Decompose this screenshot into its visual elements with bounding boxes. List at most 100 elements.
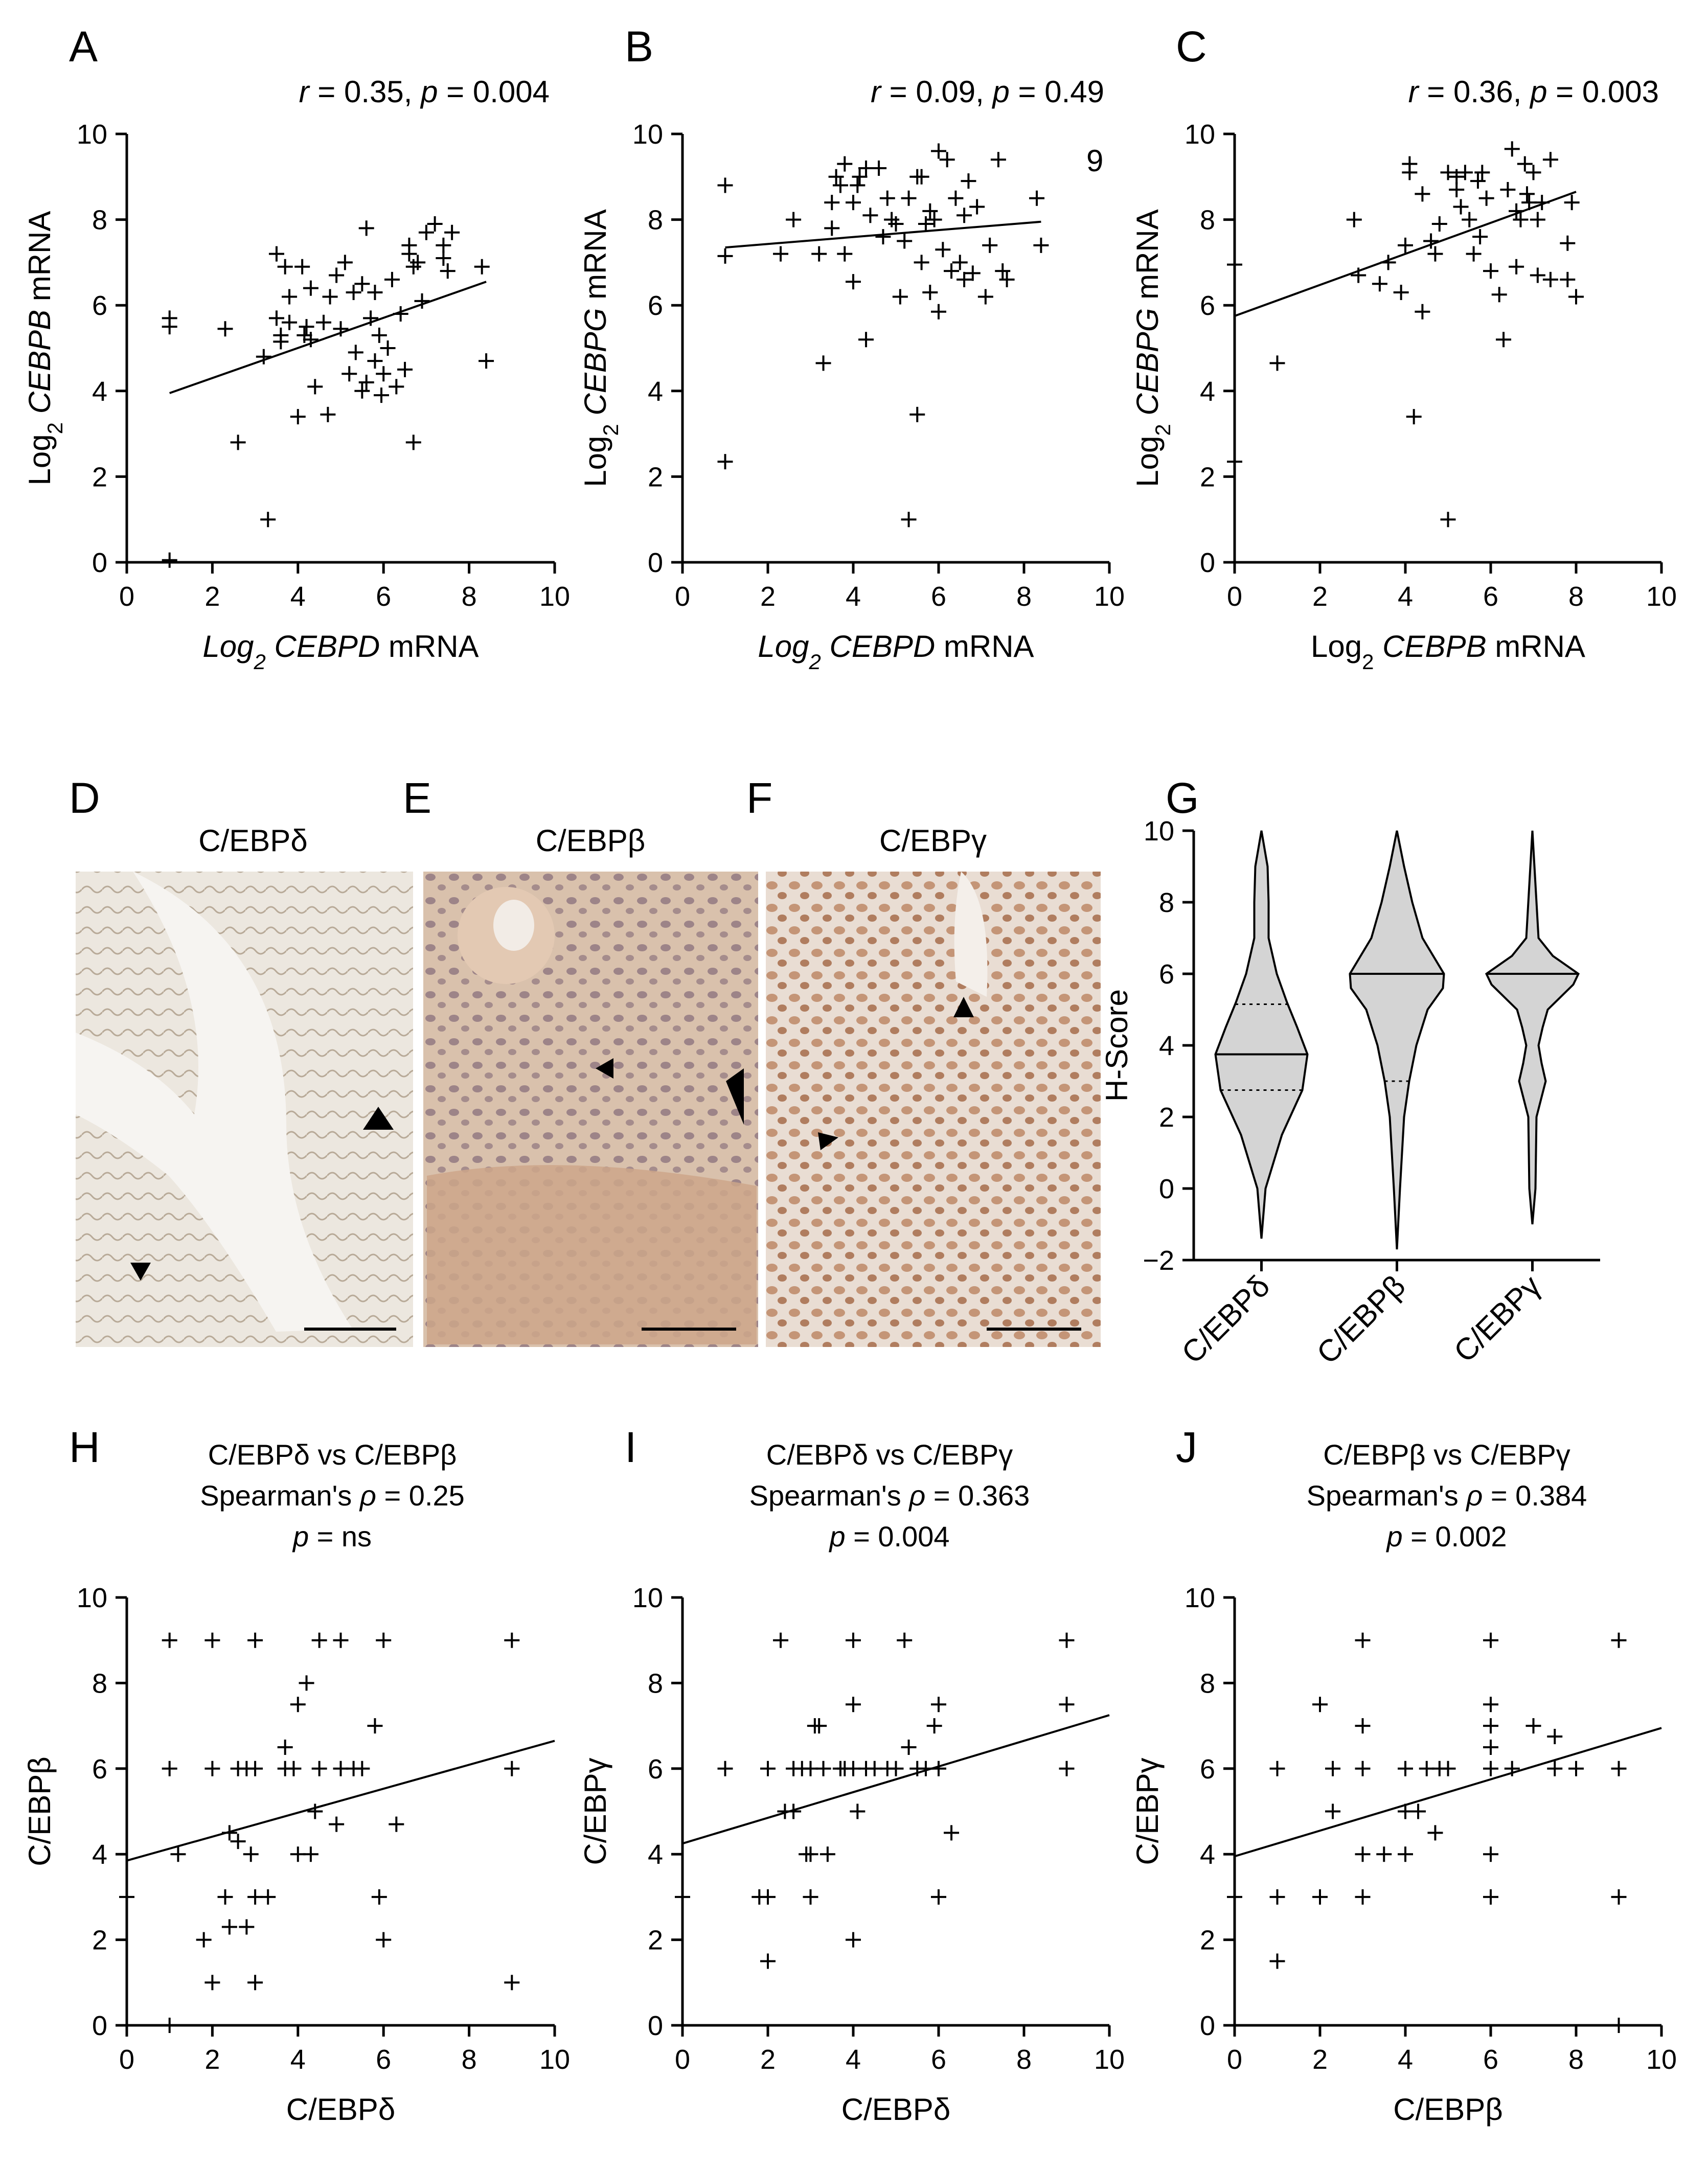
data-point [990,152,1006,168]
title-i-line-3: p = 0.004 [828,1520,949,1552]
data-point [819,1846,835,1862]
data-point [307,379,323,395]
ihc-image-f [766,872,1101,1347]
data-point [879,190,895,206]
scatter-plot-a: 0 2 4 6 8 10 0 2 4 6 8 10 Log2 CEBPD mRNA Log2 CEBPB … [22,119,570,674]
arrowhead-marker [818,1132,838,1150]
data-point [846,1761,861,1776]
data-point [1325,1761,1341,1776]
data-point [1449,181,1465,197]
x-tick-label: 8 [462,2044,477,2075]
y-tick-label: 0 [1159,1174,1174,1204]
y-tick-label: 2 [1159,1102,1174,1133]
data-point [299,319,314,335]
data-point [204,1632,220,1648]
data-point [1483,1889,1498,1905]
y-tick-label: −2 [1143,1245,1174,1276]
data-point [1269,1953,1285,1969]
data-point [1380,255,1396,270]
data-point [871,161,887,176]
y-tick-label: 4 [1200,376,1215,407]
scatter-plot-c: 0 2 4 6 8 10 0 2 4 6 8 10 Log2 CEBPB mRNA Log2 CEBPG … [1130,119,1677,674]
data-point [918,216,933,232]
data-point [371,327,387,343]
data-point [243,1846,259,1862]
x-tick-label: 6 [376,2044,391,2075]
x-tick-label: 2 [760,581,776,612]
data-point [717,454,733,470]
y-tick-label: 4 [648,376,663,407]
y-tick-label: 8 [1200,205,1215,236]
data-point [965,265,981,281]
data-point [341,366,357,382]
data-point [1519,186,1535,202]
data-point [1431,216,1447,232]
y-axis-label: C/EBPγ [578,1757,612,1865]
y-tick-label: 4 [92,376,107,407]
x-tick-label: 6 [931,581,946,612]
data-point [982,237,998,253]
y-tick-label: 4 [648,1839,663,1870]
data-point [922,203,938,219]
regression-line [1234,1727,1662,1858]
data-point [329,267,345,283]
ihc-image-e [423,872,758,1347]
data-point [961,173,976,189]
data-point [875,229,891,245]
data-point [1478,190,1494,206]
data-point [926,212,942,227]
data-point [901,1739,917,1755]
data-point [303,332,318,348]
data-point [850,1803,866,1819]
data-point [957,271,972,287]
title-h-line-2: Spearman's ρ = 0.25 [200,1479,465,1512]
data-point [380,340,396,356]
data-point [316,314,332,330]
data-point [760,1953,776,1969]
data-point [282,289,298,305]
y-tick-label: 2 [648,1925,663,1956]
data-point [303,280,318,296]
data-point [786,1803,802,1819]
data-point [1483,1846,1498,1862]
data-point [354,1761,370,1776]
data-point [1611,2018,1627,2033]
y-tick-label: 2 [92,1925,107,1956]
data-point [1462,212,1477,227]
data-point [1509,259,1524,275]
data-point [1440,512,1456,528]
arrowhead-marker [726,1068,744,1125]
data-point [811,246,827,262]
data-point [824,195,840,211]
data-point [1611,1632,1627,1648]
data-point [918,1761,933,1776]
y-axis-label: Log2 CEBPG mRNA [1130,209,1175,487]
data-point [1470,173,1486,189]
data-point [815,355,831,371]
x-tick-label: 2 [1312,581,1328,612]
violin-plot-g: −2 0 2 4 6 8 10 H-Score C/EBPδ C/EBPβ C/EBPγ [1100,816,1600,1370]
data-point [1500,181,1516,197]
data-point [427,216,443,232]
y-axis-label: H-Score [1100,989,1134,1102]
data-point [294,259,310,275]
data-point [329,1816,345,1832]
x-tick-label: 10 [539,581,570,612]
data-point [1419,1761,1434,1776]
y-tick-label: 8 [1159,887,1174,918]
title-i: C/EBPδ vs C/EBPγ Spearman's ρ = 0.363 p … [749,1438,1030,1552]
data-point [867,1761,882,1776]
data-point [1547,1729,1563,1745]
data-point [1227,257,1242,272]
data-point [260,1889,276,1905]
data-point [773,246,789,262]
data-point [162,1632,177,1648]
data-point [909,406,925,422]
x-tick-label: 10 [539,2044,570,2075]
title-h: C/EBPδ vs C/EBPβ Spearman's ρ = 0.25 p =… [200,1438,465,1552]
data-point [247,1761,263,1776]
title-h-line-1: C/EBPδ vs C/EBPβ [208,1438,457,1471]
data-point [204,1761,220,1776]
data-point [170,1846,186,1862]
y-tick-label: 8 [648,1668,663,1699]
